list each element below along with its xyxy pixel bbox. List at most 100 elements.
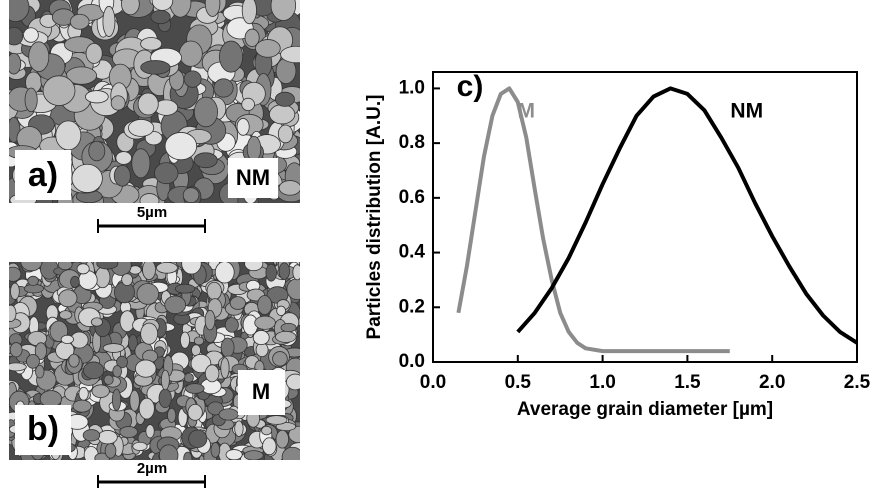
grain: [59, 310, 73, 320]
data-line: [516, 86, 859, 345]
grain: [280, 322, 297, 333]
x-tick-label: 1.5: [674, 372, 701, 393]
grain: [9, 52, 22, 75]
grain: [181, 262, 202, 275]
y-tick-label: 1.0: [399, 77, 425, 98]
grain: [269, 104, 296, 125]
grain: [158, 444, 179, 460]
grain: [137, 92, 159, 116]
grain: [210, 442, 221, 458]
grain: [220, 357, 230, 379]
grain: [150, 9, 171, 25]
grain: [257, 295, 273, 315]
grain: [97, 430, 118, 445]
grain: [96, 262, 119, 270]
grain: [155, 262, 178, 274]
grain: [140, 60, 171, 75]
grain: [9, 342, 23, 358]
grain: [214, 262, 235, 284]
label-box: [15, 405, 71, 455]
y-tick-label: 0.8: [399, 132, 425, 153]
grain: [286, 373, 300, 391]
grain: [220, 337, 235, 358]
grain: [42, 75, 76, 106]
x-tick-label: 1.0: [589, 372, 615, 393]
grain: [241, 0, 257, 25]
grain: [78, 386, 89, 401]
grain: [280, 45, 300, 64]
grain: [24, 87, 38, 113]
grain: [204, 364, 220, 383]
y-tick-label: 0.6: [399, 187, 425, 208]
label-box: [238, 370, 285, 415]
grain: [234, 420, 244, 437]
panel-label: c): [457, 70, 484, 103]
grain: [160, 369, 170, 391]
grain: [85, 90, 109, 104]
grain: [167, 407, 177, 423]
grain: [274, 91, 295, 107]
panel-label: a): [28, 156, 58, 194]
grain: [183, 70, 202, 88]
grain: [111, 388, 122, 411]
series-label: M: [518, 100, 536, 123]
grain: [57, 262, 73, 271]
grain: [270, 0, 297, 21]
grain: [292, 264, 300, 281]
grain: [262, 437, 277, 456]
grain: [190, 353, 212, 374]
grain: [252, 330, 270, 346]
grain: [136, 283, 160, 305]
grain: [27, 275, 39, 287]
grain: [121, 0, 140, 16]
grain: [28, 41, 50, 73]
label-box: [228, 158, 278, 198]
grain: [110, 95, 126, 111]
series-label: NM: [730, 100, 763, 123]
x-tick-label: 0.0: [420, 372, 446, 393]
grain: [185, 383, 205, 394]
x-axis-title: Average grain diameter [µm]: [517, 399, 773, 420]
grain: [35, 364, 45, 379]
grain: [243, 450, 264, 460]
grain: [68, 353, 80, 368]
x-tick-label: 0.5: [505, 372, 532, 393]
grain: [82, 429, 101, 442]
grain: [225, 449, 243, 460]
grain: [104, 443, 117, 459]
y-axis-title: Particles distribution [A.U.]: [364, 95, 385, 340]
grain: [265, 263, 277, 282]
y-tick-label: 0.0: [399, 351, 425, 372]
grain: [277, 124, 294, 144]
grain: [179, 331, 191, 349]
grain: [119, 426, 138, 439]
grain: [121, 273, 134, 286]
grain: [193, 152, 218, 169]
grain: [265, 415, 288, 425]
grain: [135, 359, 157, 378]
label-box: [15, 150, 71, 200]
grain: [70, 275, 80, 288]
grain: [246, 135, 262, 162]
grain: [142, 262, 156, 281]
grain: [139, 193, 160, 203]
grain: [58, 289, 78, 308]
grain: [9, 362, 27, 372]
grain: [55, 120, 82, 151]
grain: [90, 317, 103, 327]
grain: [206, 281, 222, 301]
grain: [76, 263, 90, 275]
grain: [128, 119, 155, 137]
grain: [261, 425, 273, 436]
panel-label: b): [27, 410, 59, 448]
grain: [154, 162, 179, 185]
scale-label: 2µm: [137, 460, 167, 477]
grain: [60, 334, 74, 344]
grain: [10, 282, 20, 300]
grain: [91, 384, 110, 398]
grain: [219, 40, 244, 73]
grain: [9, 266, 22, 282]
grain: [254, 315, 276, 330]
grain: [112, 365, 122, 378]
